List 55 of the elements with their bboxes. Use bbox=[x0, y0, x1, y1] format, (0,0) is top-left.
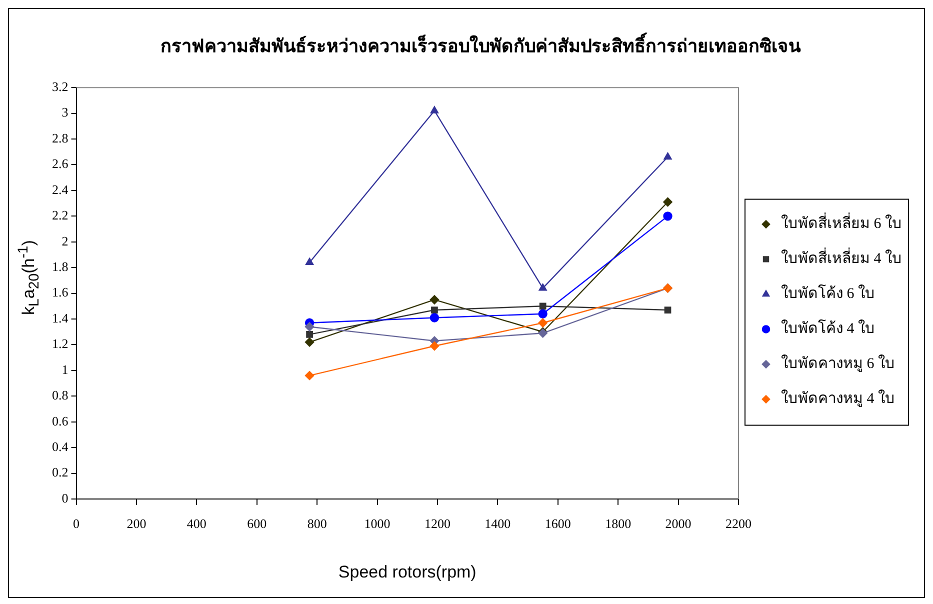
y-tick-label: 2.2 bbox=[52, 208, 68, 223]
point bbox=[430, 313, 440, 322]
y-tick-label: 2.8 bbox=[52, 130, 68, 146]
chart-title: กราฟความสัมพันธ์ระหว่างความเร็วรอบใบพัดกับค่าสัมประสิทธิ์การถ่ายเทออกซิเจน bbox=[160, 32, 802, 56]
y-tick-label: 1.6 bbox=[52, 284, 69, 300]
legend-label: ใบพัดโค้ง 6 ใบ bbox=[781, 284, 875, 302]
y-tick-label: 1 bbox=[62, 362, 68, 377]
point bbox=[430, 295, 440, 304]
point bbox=[664, 152, 672, 160]
y-tick-label: 0.6 bbox=[52, 413, 69, 428]
x-tick-label: 2000 bbox=[665, 516, 692, 532]
point bbox=[663, 212, 672, 221]
point bbox=[663, 197, 672, 207]
y-tick-label: 3 bbox=[62, 104, 68, 120]
x-tick-label: 1000 bbox=[364, 516, 390, 532]
y-tick-label: 3.2 bbox=[52, 79, 68, 94]
x-axis-title: Speed rotors(rpm) bbox=[338, 562, 476, 582]
y-tick-label: 0.4 bbox=[52, 438, 69, 454]
point bbox=[664, 306, 672, 314]
point bbox=[304, 370, 314, 380]
x-tick-label: 0 bbox=[73, 516, 80, 532]
x-tick-label: 1800 bbox=[605, 516, 632, 532]
x-tick-label: 400 bbox=[186, 516, 206, 532]
x-tick-label: 1200 bbox=[424, 516, 450, 532]
point bbox=[539, 302, 546, 310]
legend-label: ใบพัดสี่เหลี่ยม 4 ใบ bbox=[781, 247, 902, 268]
x-tick-label: 1400 bbox=[484, 516, 511, 532]
point bbox=[538, 284, 547, 291]
legend-label: ใบพัดคางหมู 4 ใบ bbox=[781, 389, 895, 408]
point bbox=[304, 338, 314, 347]
x-tick-label: 600 bbox=[247, 516, 267, 532]
x-tick-label: 800 bbox=[307, 516, 327, 532]
point bbox=[431, 306, 438, 314]
point bbox=[304, 322, 314, 332]
y-tick-label: 0.8 bbox=[52, 388, 68, 403]
point bbox=[305, 258, 314, 266]
y-tick-label: 2.6 bbox=[52, 156, 69, 172]
y-tick-label: 2 bbox=[62, 233, 68, 248]
legend-label: ใบพัดสี่เหลี่ยม 6 ใบ bbox=[781, 212, 902, 232]
y-tick-label: 1.4 bbox=[52, 310, 69, 326]
x-tick-label: 2200 bbox=[726, 516, 752, 532]
legend-label: ใบพัดโค้ง 4 ใบ bbox=[781, 319, 875, 338]
y-tick-label: 0 bbox=[62, 490, 68, 506]
x-tick-label: 200 bbox=[126, 516, 146, 532]
y-tick-label: 1.8 bbox=[52, 259, 68, 274]
point bbox=[430, 106, 439, 114]
point bbox=[538, 318, 548, 328]
point bbox=[538, 309, 548, 318]
point bbox=[430, 341, 440, 351]
legend-label: ใบพัดคางหมู 6 ใบ bbox=[781, 354, 895, 372]
point bbox=[306, 331, 313, 338]
y-tick-label: 2.4 bbox=[52, 182, 69, 197]
x-tick-label: 1600 bbox=[544, 516, 571, 532]
y-tick-label: 1.2 bbox=[52, 336, 68, 352]
y-tick-label: 0.2 bbox=[52, 464, 68, 480]
